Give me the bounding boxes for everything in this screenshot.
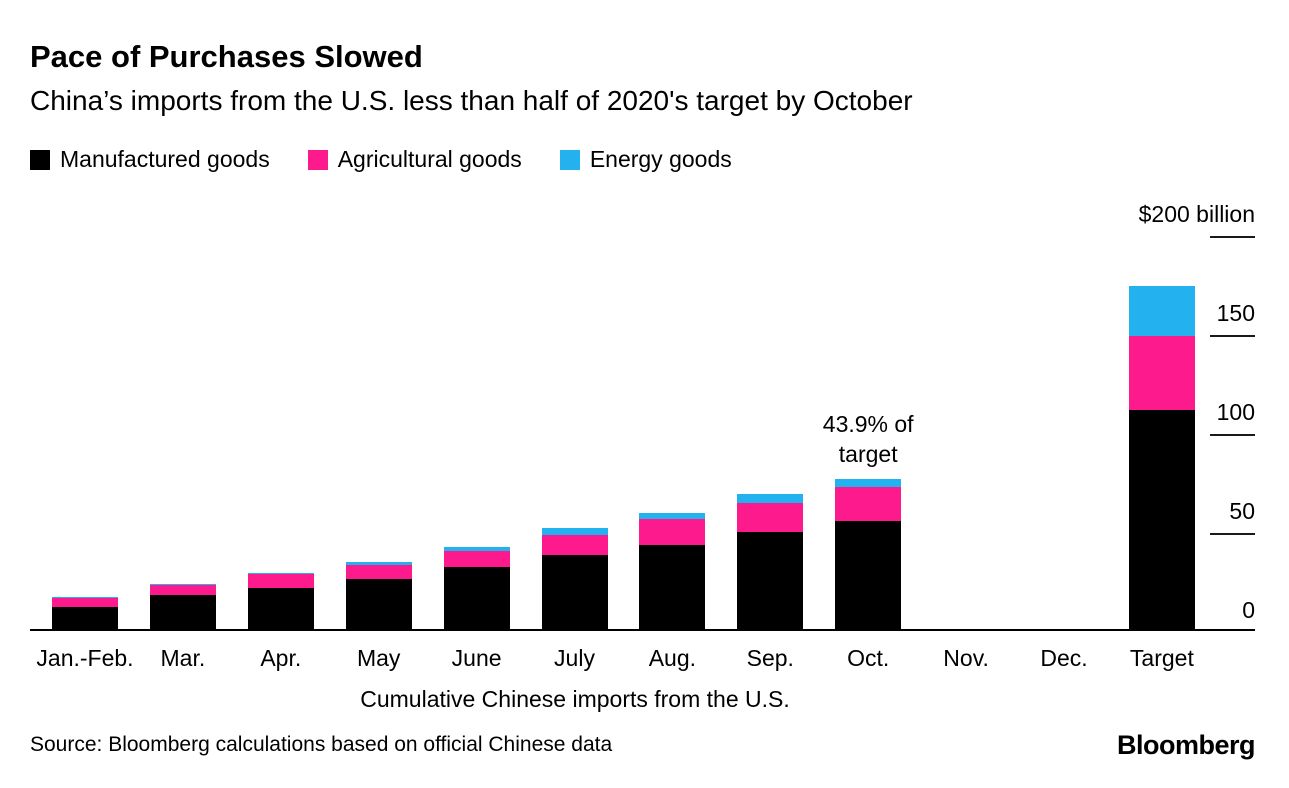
- bar-segment-agricultural-goods: [737, 503, 804, 532]
- x-axis-label: Oct.: [847, 645, 890, 671]
- bar-segment-agricultural-goods: [149, 585, 216, 596]
- bar-segment-agricultural-goods: [52, 598, 118, 608]
- bar-segment-agricultural-goods: [247, 573, 314, 589]
- bar-segment-energy-goods: [52, 597, 118, 599]
- legend-item: Manufactured goods: [30, 146, 270, 173]
- x-axis-label: Jan.-Feb.: [36, 645, 134, 671]
- legend-swatch-icon: [30, 149, 50, 170]
- bar-segment-energy-goods: [639, 513, 706, 520]
- bar-segment-energy-goods: [1128, 286, 1195, 336]
- x-axis-label: Aug.: [648, 645, 697, 671]
- bar-segment-energy-goods: [149, 584, 216, 586]
- bar-segment-agricultural-goods: [639, 519, 706, 545]
- annotation: 43.9% of target: [758, 409, 978, 469]
- legend-label: Agricultural goods: [337, 146, 522, 172]
- bar-segment-manufactured-goods: [247, 588, 314, 630]
- legend: Manufactured goods Agricultural goods Ener…: [30, 146, 732, 173]
- y-axis-tick: [1210, 434, 1255, 436]
- bar-segment-manufactured-goods: [149, 595, 216, 630]
- bar-segment-agricultural-goods: [835, 487, 902, 522]
- x-axis-label: June: [451, 645, 502, 671]
- bar-segment-agricultural-goods: [443, 550, 510, 567]
- x-axis-label: Target: [1129, 645, 1194, 671]
- y-axis-label: 50: [1229, 498, 1255, 524]
- bar-segment-manufactured-goods: [835, 521, 902, 630]
- x-axis-label: Mar.: [160, 645, 206, 671]
- legend-label: Energy goods: [589, 146, 732, 172]
- bar-segment-manufactured-goods: [541, 554, 608, 630]
- y-axis-label: 150: [1216, 300, 1255, 326]
- bar-segment-agricultural-goods: [345, 564, 412, 579]
- x-axis-label: Dec.: [1040, 645, 1088, 671]
- bar-segment-energy-goods: [737, 494, 804, 504]
- bar-segment-manufactured-goods: [1128, 410, 1195, 630]
- y-axis-tick: [1210, 533, 1255, 535]
- x-axis-label: Nov.: [943, 645, 989, 671]
- source-note: Source: Bloomberg calculations based on …: [30, 733, 613, 756]
- x-axis-label: July: [554, 645, 595, 671]
- bar-segment-manufactured-goods: [443, 566, 510, 630]
- x-axis-label: May: [356, 645, 401, 671]
- x-axis-title: Cumulative Chinese imports from the U.S.: [360, 686, 790, 712]
- bar-segment-energy-goods: [835, 479, 902, 488]
- y-axis-label: 100: [1216, 399, 1255, 425]
- legend-item: Agricultural goods: [307, 146, 522, 173]
- legend-swatch-icon: [559, 149, 580, 170]
- bloomberg-logo: Bloomberg: [1116, 730, 1256, 760]
- chart-title: Pace of Purchases Slowed: [30, 39, 423, 74]
- bar-segment-energy-goods: [345, 561, 412, 565]
- bar-segment-energy-goods: [443, 546, 510, 551]
- bar-segment-manufactured-goods: [639, 544, 706, 630]
- x-axis-label: Sep.: [746, 645, 794, 671]
- y-axis-tick: [1210, 335, 1255, 337]
- y-axis-tick: [1210, 236, 1255, 238]
- y-axis-label: 0: [1242, 597, 1255, 623]
- legend-item: Energy goods: [559, 146, 732, 173]
- bar-segment-energy-goods: [247, 572, 314, 574]
- annotation-line: target: [838, 441, 898, 468]
- legend-swatch-icon: [307, 149, 328, 170]
- bar-segment-manufactured-goods: [737, 531, 804, 630]
- bar-segment-agricultural-goods: [1128, 335, 1195, 411]
- legend-label: Manufactured goods: [60, 146, 270, 172]
- bar-segment-agricultural-goods: [541, 534, 608, 555]
- bar-segment-manufactured-goods: [52, 607, 118, 630]
- annotation-line: 43.9% of: [822, 411, 914, 438]
- bar-segment-energy-goods: [541, 528, 608, 535]
- y-axis-label: $200 billion: [1138, 201, 1255, 227]
- x-axis-line: [30, 629, 1255, 631]
- chart-subtitle: China’s imports from the U.S. less than …: [30, 85, 913, 116]
- x-axis-label: Apr.: [260, 645, 302, 671]
- bar-segment-manufactured-goods: [345, 578, 412, 630]
